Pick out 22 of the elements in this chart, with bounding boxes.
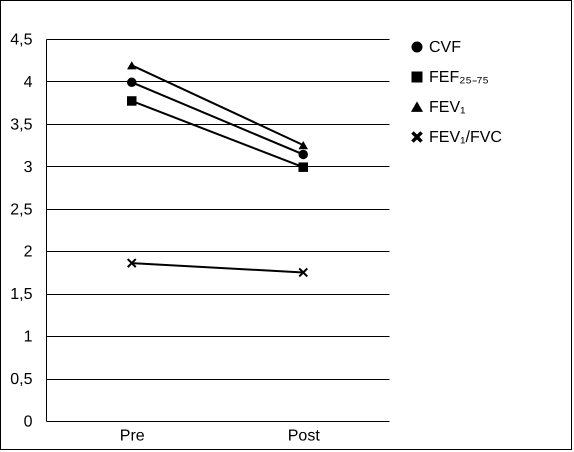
y-tick-label: 4 bbox=[24, 74, 33, 91]
point bbox=[298, 162, 308, 172]
legend-label: FEF₂₅₋₇₅ bbox=[429, 69, 489, 86]
point bbox=[127, 78, 136, 88]
y-tick-label: 1 bbox=[24, 328, 33, 346]
y-tick-label: 2 bbox=[24, 244, 33, 261]
x-tick-label: Pre bbox=[120, 428, 145, 444]
y-tick-label: 4,5 bbox=[10, 32, 33, 48]
x-tick-label: Post bbox=[288, 428, 320, 444]
point bbox=[127, 258, 136, 268]
point bbox=[298, 268, 308, 278]
y-tick-label: 1,5 bbox=[10, 286, 33, 304]
point bbox=[127, 96, 136, 106]
y-tick-label: 0,5 bbox=[10, 371, 33, 388]
legend-label: FEV₁/FVC bbox=[429, 129, 502, 146]
legend-label: FEV₁ bbox=[429, 99, 466, 116]
legend-label: CVF bbox=[429, 39, 462, 56]
y-tick-label: 0 bbox=[24, 414, 33, 430]
y-tick-label: 2,5 bbox=[10, 201, 33, 218]
y-tick-label: 3,5 bbox=[10, 116, 33, 134]
point bbox=[298, 150, 308, 160]
y-tick-label: 3 bbox=[24, 158, 33, 176]
